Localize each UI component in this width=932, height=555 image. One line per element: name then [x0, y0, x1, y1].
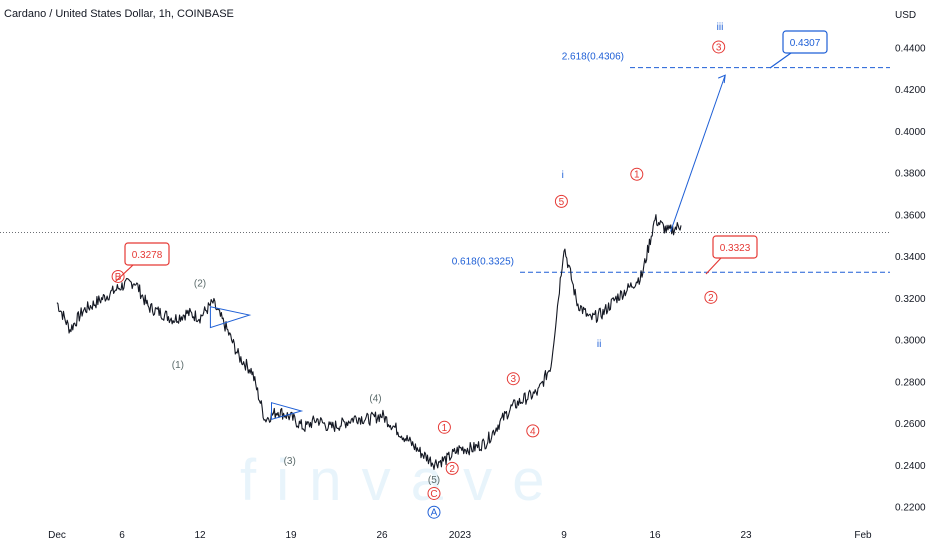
wave-label: 5: [559, 197, 565, 208]
wave-label: 3: [511, 374, 517, 385]
wave-label-circle: [427, 486, 441, 500]
wave-label-circle: [554, 194, 568, 208]
y-tick-label: 0.3600: [895, 210, 926, 221]
price-tag-text: 0.4307: [790, 38, 821, 49]
y-tick-label: 0.4400: [895, 44, 926, 55]
wave-label-circle: [427, 505, 441, 519]
x-tick-label: 9: [561, 530, 567, 541]
y-tick-label: 0.4200: [895, 85, 926, 96]
price-tag-pointer: [769, 52, 792, 69]
fib-level-label: 0.618(0.3325): [452, 256, 514, 267]
price-tag-text: 0.3323: [720, 243, 751, 254]
y-tick-label: 0.3200: [895, 294, 926, 305]
series-layer: [56, 74, 726, 470]
arrow-head: [718, 74, 726, 84]
x-tick-label: 2023: [449, 530, 472, 541]
x-tick-label: 12: [194, 530, 206, 541]
wave-label-circle: [704, 290, 718, 304]
wave-label-circle: [445, 461, 459, 475]
y-tick-label: 0.2600: [895, 419, 926, 430]
wave-label: (4): [369, 393, 381, 404]
price-tag-box: [782, 30, 828, 54]
y-tick-label: 0.4000: [895, 127, 926, 138]
y-tick-label: 0.3400: [895, 252, 926, 263]
watermark-text: f i n v a v e: [240, 448, 546, 513]
wave-label-circle: [630, 167, 644, 181]
price-tag-box: [712, 235, 758, 259]
wave-label: (1): [172, 360, 184, 371]
wave-label: 3: [716, 42, 722, 53]
wave-label: 1: [442, 423, 448, 434]
wave-label: 2: [708, 293, 714, 304]
price-tag-text: 0.3278: [132, 250, 163, 261]
x-tick-label: 26: [376, 530, 388, 541]
x-tick-label: 16: [649, 530, 661, 541]
x-tick-label: 19: [285, 530, 297, 541]
price-tag-pointer: [705, 257, 722, 275]
y-tick-label: 0.2800: [895, 377, 926, 388]
y-tick-label: 0.2400: [895, 461, 926, 472]
wave-label: A: [431, 508, 438, 519]
wave-label: 4: [530, 426, 536, 437]
y-tick-label: 0.3000: [895, 336, 926, 347]
fib-level-label: 2.618(0.4306): [562, 52, 624, 63]
wave-label: (2): [194, 279, 206, 290]
chart-title: Cardano / United States Dollar, 1h, COIN…: [4, 8, 234, 20]
y-tick-label: 0.3800: [895, 169, 926, 180]
x-tick-label: Dec: [48, 530, 66, 541]
price-series-line: [56, 214, 682, 470]
y-axis-title: USD: [895, 10, 916, 21]
wave-label-circle: [712, 40, 726, 54]
price-tag-pointer: [114, 264, 134, 283]
wave-label: C: [430, 489, 437, 500]
levels-layer: 0.618(0.3325) 2.618(0.4306): [0, 52, 890, 273]
price-tag-box: [124, 242, 170, 266]
wave-label: ii: [597, 339, 601, 350]
x-tick-label: 6: [119, 530, 125, 541]
wave-label: 1: [634, 170, 640, 181]
x-tick-label: Feb: [854, 530, 872, 541]
wave-label: iii: [717, 22, 724, 33]
axis-layer: USD 0.4400 0.4200 0.4000 0.3800 0.3600 0.3400 0…: [48, 10, 926, 541]
triangle-pattern: [209, 306, 252, 329]
wave-label: 2: [449, 464, 455, 475]
wave-label: (3): [284, 456, 296, 467]
wave-label: i: [562, 170, 564, 181]
wave-label: (5): [428, 475, 440, 486]
wave-label-circle: [526, 424, 540, 438]
projection-arrow: [670, 74, 726, 232]
wave-label: B: [115, 272, 122, 283]
triangle-pattern: [271, 402, 304, 421]
y-tick-label: 0.2200: [895, 503, 926, 514]
x-tick-label: 23: [740, 530, 752, 541]
wave-label-circle: [437, 420, 451, 434]
wave-label-circle: [111, 269, 125, 283]
labels-layer: B(2)(1)(3)(4)(5)CA12345123iiiiii0.32780.…: [111, 22, 828, 519]
wave-label-circle: [506, 372, 520, 386]
